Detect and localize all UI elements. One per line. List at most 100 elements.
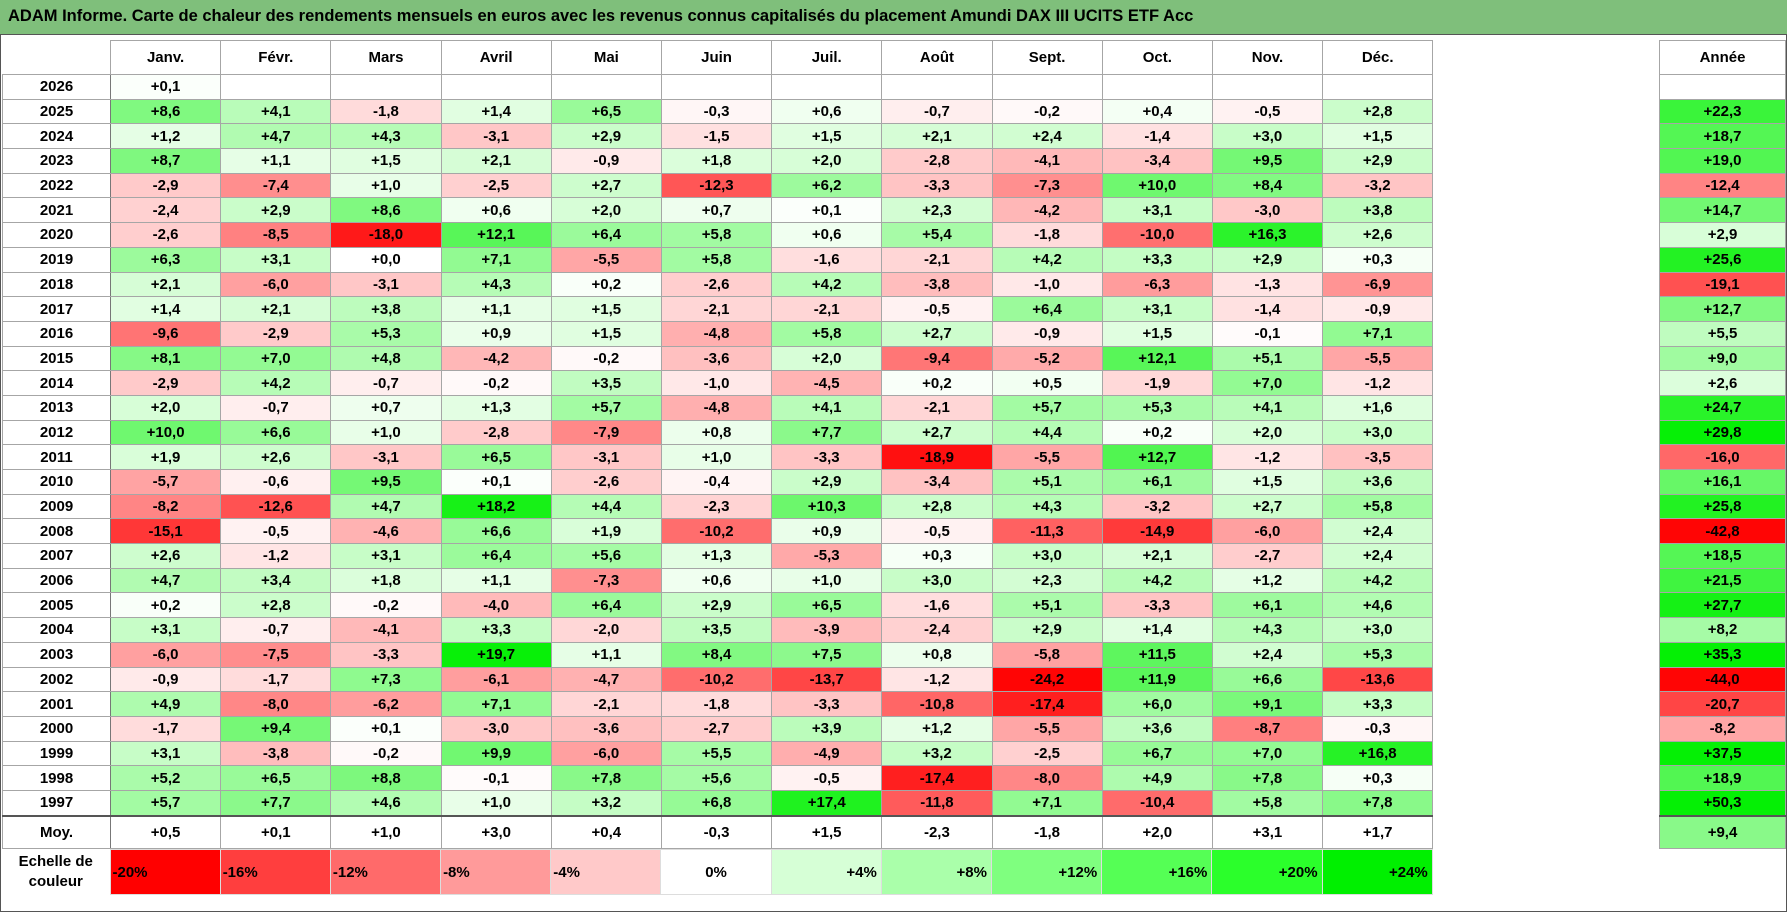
year-row: 2017 +1,4 +2,1 +3,8 +1,1 +1,5 -2,1 -2,1 -0,5 +6,4… bbox=[2, 296, 1434, 322]
annual-row bbox=[1659, 74, 1786, 100]
heatmap-cell: +1,1 bbox=[550, 641, 662, 668]
year-row: 2023 +8,7 +1,1 +1,5 +2,1 -0,9 +1,8 +2,0 -2,8 -4,1… bbox=[2, 148, 1434, 174]
heatmap-cell: +2,3 bbox=[881, 197, 993, 224]
heatmap-cell: -6,0 bbox=[109, 641, 222, 668]
year-label: 2003 bbox=[2, 641, 111, 668]
heatmap-cell: +0,6 bbox=[771, 98, 883, 125]
color-scale-swatch: +20% bbox=[1211, 849, 1323, 895]
year-row: 2009 -8,2 -12,6 +4,7 +18,2 +4,4 -2,3 +10,3 +2,8 +… bbox=[2, 493, 1434, 520]
heatmap-cell: -2,9 bbox=[109, 172, 222, 199]
chart-title: ADAM Informe. Carte de chaleur des rende… bbox=[0, 0, 1787, 34]
heatmap-cell: -0,6 bbox=[220, 469, 332, 495]
annual-cell: +29,8 bbox=[1659, 419, 1786, 446]
heatmap-cell: +3,6 bbox=[1322, 469, 1434, 495]
heatmap-cell: +2,7 bbox=[550, 172, 662, 199]
heatmap-cell: -0,1 bbox=[1211, 320, 1324, 347]
heatmap-cell: +0,2 bbox=[109, 592, 222, 619]
annual-row: +24,7 bbox=[1659, 394, 1786, 421]
heatmap-cell bbox=[330, 74, 442, 100]
heatmap-cell: -2,8 bbox=[440, 419, 552, 446]
color-scale-swatch: +16% bbox=[1101, 849, 1213, 895]
heatmap-cell: -0,5 bbox=[220, 518, 332, 545]
heatmap-cell: +1,4 bbox=[109, 296, 222, 322]
heatmap-cell: +2,8 bbox=[881, 493, 993, 520]
heatmap-cell: -3,4 bbox=[881, 469, 993, 495]
heatmap-cell: +0,6 bbox=[440, 197, 552, 224]
annual-cell: +16,1 bbox=[1659, 469, 1786, 495]
annual-row: -19,1 bbox=[1659, 271, 1786, 298]
heatmap-cell: -0,2 bbox=[330, 740, 442, 767]
annual-row: +25,6 bbox=[1659, 246, 1786, 273]
heatmap-cell: -1,2 bbox=[881, 666, 993, 693]
heatmap-cell: +1,8 bbox=[660, 148, 773, 174]
heatmap-cell: -0,7 bbox=[881, 98, 993, 125]
heatmap-cell: +0,9 bbox=[440, 320, 552, 347]
heatmap-cell: +17,4 bbox=[771, 789, 883, 817]
annual-row: +19,0 bbox=[1659, 148, 1786, 174]
heatmap-cell: +5,7 bbox=[109, 789, 222, 817]
heatmap-cell: +6,4 bbox=[550, 222, 662, 248]
annual-row: +21,5 bbox=[1659, 567, 1786, 594]
heatmap-cell: +2,7 bbox=[1211, 493, 1324, 520]
heatmap-cell: +2,1 bbox=[881, 123, 993, 150]
heatmap-cell: -6,3 bbox=[1101, 271, 1213, 298]
year-label: 2000 bbox=[2, 715, 111, 742]
heatmap-cell: -1,6 bbox=[771, 246, 883, 273]
heatmap-cell: +7,8 bbox=[550, 765, 662, 791]
heatmap-cell: +0,2 bbox=[550, 271, 662, 298]
year-label: 2007 bbox=[2, 543, 111, 569]
heatmap-cell: +8,4 bbox=[660, 641, 773, 668]
heatmap-cell: -2,5 bbox=[440, 172, 552, 199]
heatmap-cell: -2,7 bbox=[660, 715, 773, 742]
year-row: 2001 +4,9 -8,0 -6,2 +7,1 -2,1 -1,8 -3,3 -10,8 -17… bbox=[2, 691, 1434, 717]
heatmap-cell: +1,3 bbox=[440, 394, 552, 421]
heatmap-cell: -15,1 bbox=[109, 518, 222, 545]
heatmap-cell: -5,5 bbox=[1322, 345, 1434, 372]
heatmap-cell: +2,6 bbox=[220, 444, 332, 470]
heatmap-cell: -7,5 bbox=[220, 641, 332, 668]
heatmap-cell: +4,3 bbox=[440, 271, 552, 298]
heatmap-cell: +6,8 bbox=[660, 789, 773, 817]
annual-cell: -42,8 bbox=[1659, 518, 1786, 545]
heatmap-cell: +4,2 bbox=[220, 370, 332, 396]
heatmap-cell: -1,5 bbox=[660, 123, 773, 150]
heatmap-cell: +2,9 bbox=[1211, 246, 1324, 273]
heatmap-cell: -2,9 bbox=[220, 320, 332, 347]
average-cell: +2,0 bbox=[1101, 814, 1213, 849]
heatmap-cell: +6,6 bbox=[1211, 666, 1324, 693]
heatmap-cell bbox=[660, 74, 773, 100]
heatmap-cell: -0,7 bbox=[220, 394, 332, 421]
heatmap-cell: +18,2 bbox=[440, 493, 552, 520]
heatmap-cell: +2,6 bbox=[1322, 222, 1434, 248]
year-label: 2011 bbox=[2, 444, 111, 470]
heatmap-cell: +3,8 bbox=[330, 296, 442, 322]
heatmap-cell: +5,8 bbox=[660, 222, 773, 248]
annual-cell: +18,9 bbox=[1659, 765, 1786, 791]
heatmap-cell: +7,7 bbox=[771, 419, 883, 446]
heatmap-cell bbox=[440, 74, 552, 100]
annual-row: +35,3 bbox=[1659, 641, 1786, 668]
heatmap-cell: +7,8 bbox=[1322, 789, 1434, 817]
heatmap-cell: -5,5 bbox=[991, 715, 1103, 742]
heatmap-cell: +16,8 bbox=[1322, 740, 1434, 767]
heatmap-cell: +2,0 bbox=[109, 394, 222, 421]
heatmap-cell: +2,9 bbox=[220, 197, 332, 224]
heatmap-cell: -10,4 bbox=[1101, 789, 1213, 817]
average-label: Moy. bbox=[2, 814, 111, 849]
annual-cell: +35,3 bbox=[1659, 641, 1786, 668]
annual-cell: +27,7 bbox=[1659, 592, 1786, 619]
heatmap-cell: +3,1 bbox=[109, 617, 222, 643]
heatmap-cell: +10,3 bbox=[771, 493, 883, 520]
heatmap-cell: -7,3 bbox=[550, 567, 662, 594]
heatmap-cell: -7,3 bbox=[991, 172, 1103, 199]
heatmap-cell: +5,1 bbox=[991, 592, 1103, 619]
average-cell: +0,1 bbox=[220, 814, 332, 849]
annual-row: +18,7 bbox=[1659, 123, 1786, 150]
heatmap-cell: +3,6 bbox=[1101, 715, 1213, 742]
heatmap-cell: +5,1 bbox=[991, 469, 1103, 495]
annual-cell: +24,7 bbox=[1659, 394, 1786, 421]
heatmap-cell: +6,4 bbox=[991, 296, 1103, 322]
heatmap-cell: -1,2 bbox=[1211, 444, 1324, 470]
heatmap-cell: +0,1 bbox=[440, 469, 552, 495]
heatmap-cell: +6,1 bbox=[1211, 592, 1324, 619]
